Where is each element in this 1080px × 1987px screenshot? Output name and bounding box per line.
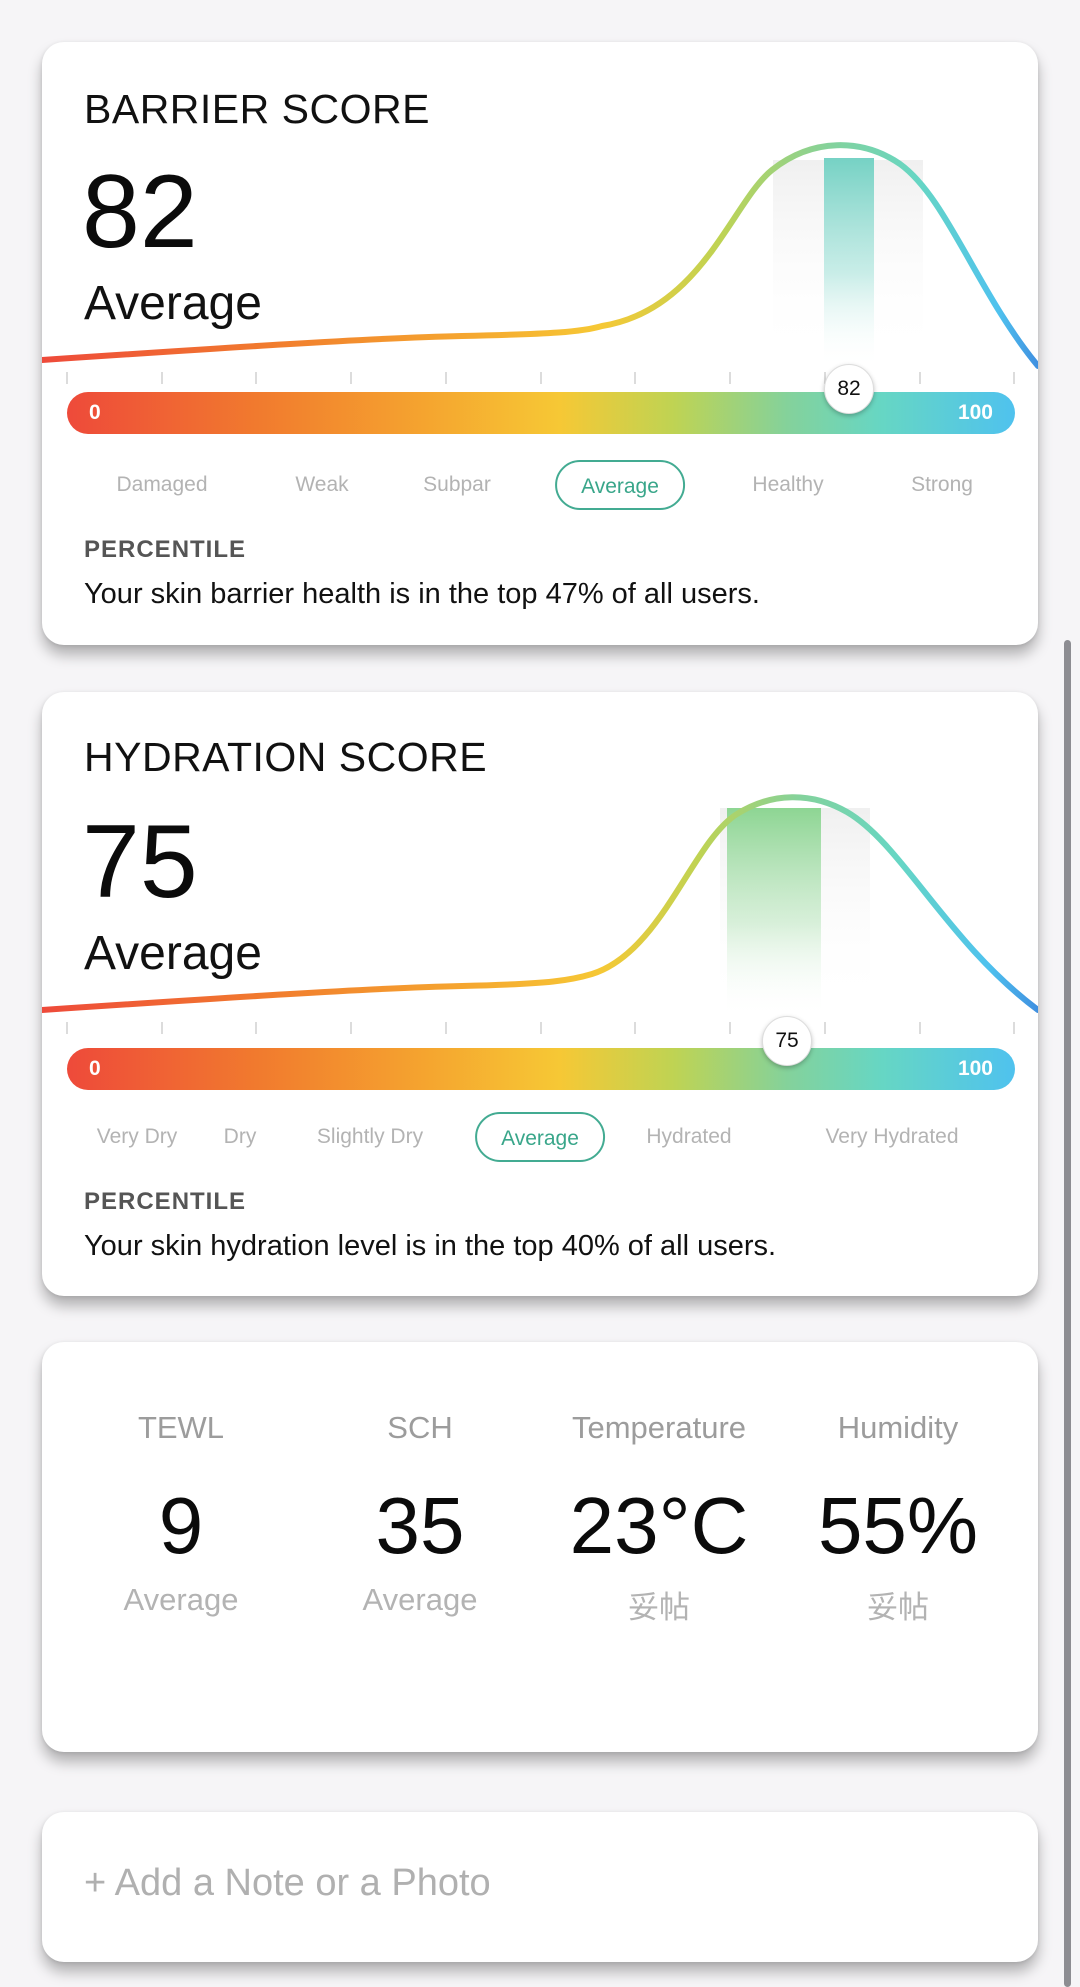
barrier-score-title: BARRIER SCORE bbox=[84, 86, 430, 132]
category-subpar[interactable]: Subpar bbox=[423, 473, 491, 496]
metric-name: TEWL bbox=[137, 1410, 225, 1445]
category-hydrated[interactable]: Hydrated bbox=[646, 1125, 732, 1148]
add-note-button[interactable]: + Add a Note or a Photo bbox=[84, 1862, 491, 1904]
hydration-score-marker: 75 bbox=[762, 1016, 812, 1066]
add-note-card[interactable]: + Add a Note or a Photo bbox=[42, 1812, 1038, 1962]
barrier-percentile-text: Your skin barrier health is in the top 4… bbox=[84, 578, 760, 610]
curve bbox=[42, 142, 1038, 369]
hydration-score-title: HYDRATION SCORE bbox=[84, 734, 488, 780]
barrier-distribution-chart bbox=[42, 142, 1038, 384]
hydration-score-value: 75 bbox=[82, 804, 198, 920]
scrollbar[interactable] bbox=[1064, 640, 1071, 1987]
metric-value: 55% bbox=[817, 1481, 979, 1570]
category-damaged[interactable]: Damaged bbox=[116, 473, 208, 496]
barrier-percentile-label: PERCENTILE bbox=[84, 536, 247, 563]
category-slightly-dry[interactable]: Slightly Dry bbox=[316, 1125, 424, 1148]
scale-max-label: 100 bbox=[957, 401, 993, 424]
metric-name: Humidity bbox=[837, 1410, 959, 1445]
category-very-hydrated[interactable]: Very Hydrated bbox=[825, 1125, 959, 1148]
metric-value: 35 bbox=[375, 1481, 465, 1570]
scale-min-label: 0 bbox=[89, 401, 101, 424]
metric-status: Average bbox=[362, 1582, 478, 1617]
barrier-score-card[interactable]: BARRIER SCORE 82 Average 0 100 82 Damage… bbox=[42, 42, 1038, 645]
highlight bbox=[727, 808, 821, 1018]
category-strong[interactable]: Strong bbox=[911, 473, 973, 496]
category-weak[interactable]: Weak bbox=[295, 473, 349, 496]
hydration-percentile-text: Your skin hydration level is in the top … bbox=[84, 1230, 777, 1262]
category-dry[interactable]: Dry bbox=[223, 1125, 257, 1148]
metric-value: 9 bbox=[158, 1481, 204, 1570]
scale-max-label: 100 bbox=[957, 1057, 993, 1080]
barrier-score-marker: 82 bbox=[824, 364, 874, 414]
category-very-dry[interactable]: Very Dry bbox=[96, 1125, 178, 1148]
barrier-score-level: Average bbox=[84, 277, 262, 330]
hydration-percentile-label: PERCENTILE bbox=[84, 1188, 247, 1215]
scale-ticks bbox=[66, 1022, 1015, 1034]
scale-ticks bbox=[66, 372, 1015, 384]
barrier-score-value: 82 bbox=[82, 154, 198, 270]
metric-status: 妥帖 bbox=[867, 1590, 929, 1625]
metric-value: 23°C bbox=[569, 1481, 749, 1570]
category-average-selected[interactable]: Average bbox=[555, 460, 685, 510]
metrics-card: TEWL 9 Average SCH 35 Average Temperatur… bbox=[42, 1342, 1038, 1752]
barrier-scale-bar: 0 100 bbox=[67, 392, 1015, 434]
curve bbox=[42, 794, 1038, 1013]
hydration-scale-bar: 0 100 bbox=[67, 1048, 1015, 1090]
metric-status: 妥帖 bbox=[628, 1590, 690, 1625]
metric-name: SCH bbox=[387, 1410, 453, 1445]
scale-min-label: 0 bbox=[89, 1057, 101, 1080]
hydration-score-level: Average bbox=[84, 927, 262, 980]
highlight bbox=[824, 158, 874, 368]
metric-name: Temperature bbox=[571, 1410, 747, 1445]
hydration-distribution-chart bbox=[42, 794, 1038, 1034]
category-average-selected[interactable]: Average bbox=[475, 1112, 605, 1162]
category-healthy[interactable]: Healthy bbox=[752, 473, 824, 496]
metric-status: Average bbox=[123, 1582, 239, 1617]
hydration-score-card[interactable]: HYDRATION SCORE 75 Average 0 100 75 Very… bbox=[42, 692, 1038, 1296]
